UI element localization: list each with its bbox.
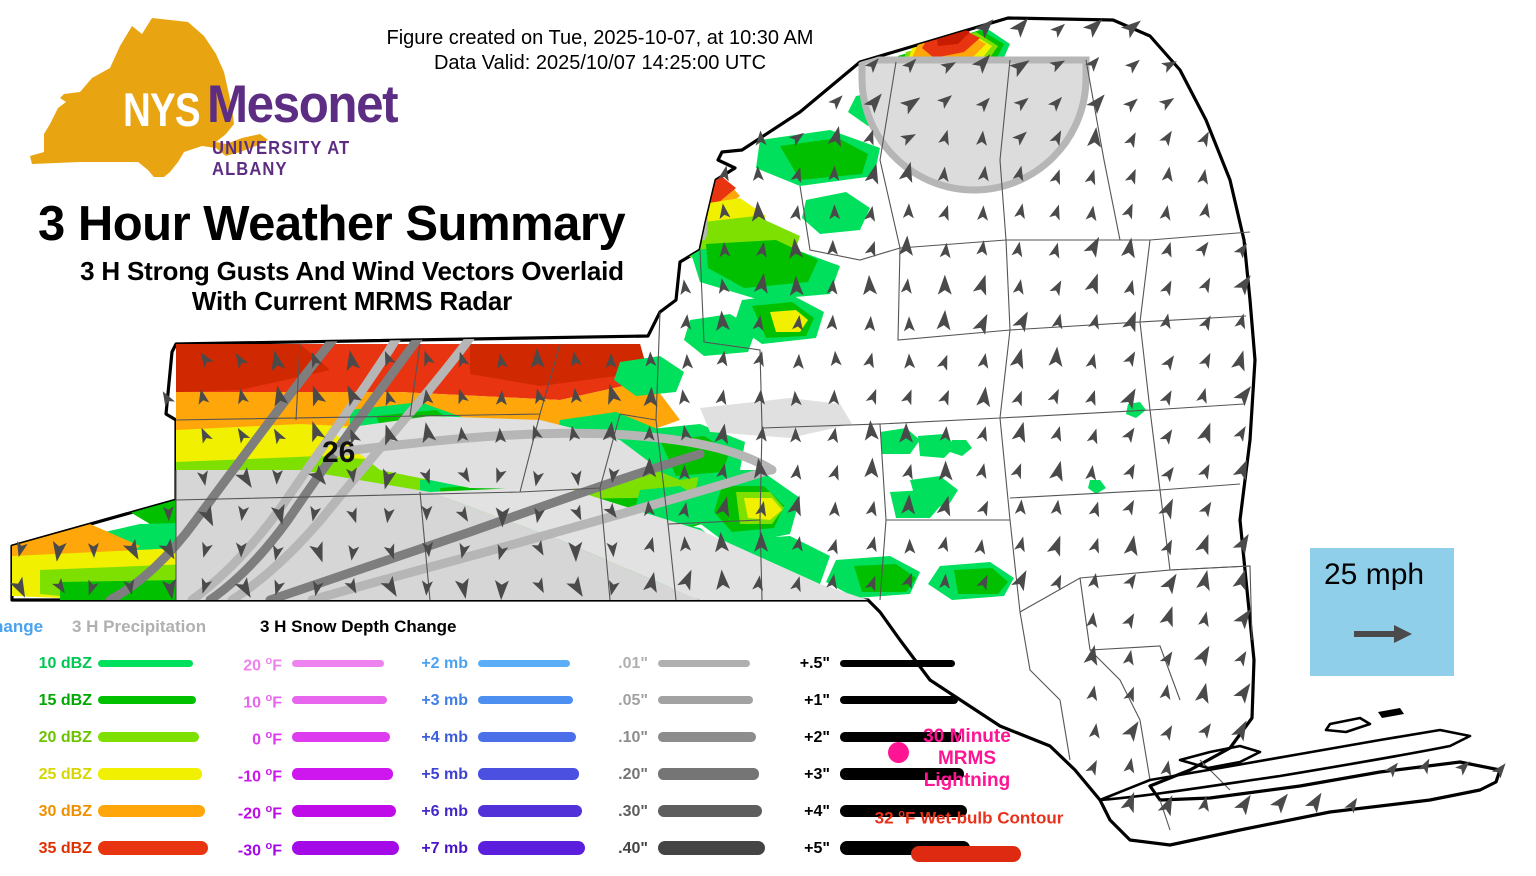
- legend-row-label: +2 mb: [421, 655, 468, 672]
- legend-row-label: .10": [618, 729, 648, 746]
- legend-row-swatch: [840, 695, 958, 705]
- legend-row-label: +7 mb: [421, 840, 468, 857]
- wind-scale-label: 25 mph: [1324, 558, 1425, 591]
- legend-row-swatch: [292, 659, 384, 667]
- legend-row-label: .40": [618, 840, 648, 857]
- legend-row-swatch: [478, 841, 585, 855]
- legend-row-label: 15 dBZ: [38, 692, 92, 709]
- legend-row-label: .30": [618, 803, 648, 820]
- legend-row-swatch: [478, 804, 582, 818]
- page-subtitle-line1: 3 H Strong Gusts And Wind Vectors Overla…: [80, 256, 624, 286]
- legend-row-label: +4 mb: [421, 729, 468, 746]
- nys-mesonet-logo: NYS Mesonet UNIVERSITY AT ALBANY: [20, 12, 399, 179]
- legend-row-label: +3": [804, 766, 830, 783]
- legend-row-swatch: [658, 695, 753, 705]
- legend-row-label: +.5": [799, 655, 830, 672]
- legend-row-label: .20": [618, 766, 648, 783]
- legend-row-label: 10 oF: [243, 692, 282, 712]
- gust-contours: 26: [105, 56, 1090, 605]
- legend-row-label: 25 dBZ: [38, 766, 92, 783]
- legend-row-label: .05": [618, 692, 648, 709]
- legend-row-label: +1": [804, 692, 830, 709]
- wind-scale-box: 25 mph: [1310, 548, 1454, 676]
- lightning-swatch-icon: [888, 742, 909, 763]
- legend-row-swatch: [292, 732, 390, 742]
- legend-column-title: 3 H Pres Change: [0, 617, 44, 636]
- legend-row-label: -30 oF: [237, 840, 282, 860]
- legend-row-swatch: [840, 804, 967, 818]
- island-speck: [1378, 708, 1404, 718]
- legend-row-label: 20 oF: [243, 655, 282, 675]
- legend-row-swatch: [292, 841, 399, 855]
- legend-row-swatch: [292, 695, 387, 705]
- figure-timestamp-block: Figure created on Tue, 2025-10-07, at 10…: [360, 26, 840, 76]
- legend-row-swatch: [292, 768, 393, 780]
- legend-row-swatch: [98, 732, 199, 742]
- county-boundaries: [175, 59, 1253, 831]
- wind-scale-arrow-icon: [1354, 625, 1412, 643]
- legend-column-title: 3 H Precipitation: [72, 617, 207, 636]
- lightning-line1: 30 Minute: [923, 726, 1011, 747]
- legend-row-swatch: [658, 804, 762, 818]
- legend-row-label: +5": [804, 840, 830, 857]
- legend-row-label: 30 dBZ: [38, 803, 92, 820]
- figure-created-line: Figure created on Tue, 2025-10-07, at 10…: [386, 27, 814, 49]
- legend-row-swatch: [98, 841, 208, 855]
- legend-row-swatch: [98, 768, 202, 780]
- contour-label-26: 26: [322, 436, 355, 469]
- lightning-legend-label: 30 Minute MRMS Lightning: [912, 726, 1022, 792]
- legend-row-swatch: [658, 841, 765, 855]
- long-island-outline: [1098, 716, 1472, 802]
- logo-nys-text: NYS: [123, 83, 201, 136]
- legend-row-swatch: [478, 695, 573, 705]
- legend-row-swatch: [478, 732, 576, 742]
- legend-row-swatch: [840, 659, 955, 667]
- logo-mesonet-text: Mesonet: [207, 75, 399, 134]
- legend-row-swatch: [478, 768, 579, 780]
- legend-row-swatch: [840, 768, 964, 780]
- legend-row-label: +3 mb: [421, 692, 468, 709]
- legend-row-label: .01": [618, 655, 648, 672]
- legend-row-label: +6 mb: [421, 803, 468, 820]
- lightning-line3: Lightning: [923, 770, 1011, 791]
- legend-row-label: -10 oF: [237, 766, 282, 786]
- legend-column-title: 3 H Snow Depth Change: [260, 617, 457, 636]
- legend-row-label: 10 dBZ: [38, 655, 92, 672]
- legend-row-label: +4": [804, 803, 830, 820]
- legend-row-swatch: [658, 768, 759, 780]
- wetbulb-legend-label: 32 oF Wet-bulb Contour: [874, 808, 1064, 828]
- legend-row-label: 20 dBZ: [38, 729, 92, 746]
- legend-row-label: +5 mb: [421, 766, 468, 783]
- page-title: 3 Hour Weather Summary: [38, 197, 626, 251]
- page-subtitle: 3 H Strong Gusts And Wind Vectors Overla…: [22, 256, 682, 316]
- data-valid-line: Data Valid: 2025/10/07 14:25:00 UTC: [433, 52, 767, 74]
- wetbulb-legend-swatch: [911, 846, 1021, 862]
- legend-row-label: 0 oF: [252, 729, 282, 749]
- legend-row-label: -20 oF: [237, 803, 282, 823]
- legend-row-swatch: [840, 732, 961, 742]
- legend-row-swatch: [658, 659, 750, 667]
- ny-state-silhouette: [30, 18, 268, 177]
- legend-row-swatch: [98, 659, 193, 667]
- legend-row-swatch: [292, 804, 396, 818]
- lightning-line2: MRMS: [937, 748, 997, 769]
- legend-row-label: +2": [804, 729, 830, 746]
- logo-university-text: UNIVERSITY AT ALBANY: [212, 138, 351, 179]
- legend-row-swatch: [98, 695, 196, 705]
- legend-row-swatch: [658, 732, 756, 742]
- page-subtitle-line2: With Current MRMS Radar: [191, 286, 513, 316]
- legend-row-swatch: [478, 659, 570, 667]
- legend-row-label: 35 dBZ: [38, 840, 92, 857]
- legend-row-swatch: [98, 804, 205, 818]
